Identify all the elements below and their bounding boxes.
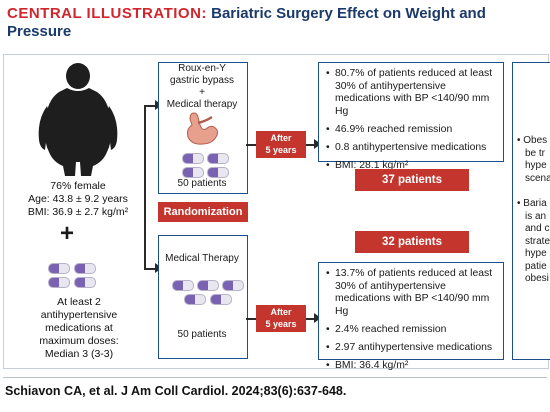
title-label: CENTRAL ILLUSTRATION: bbox=[7, 5, 207, 22]
after-surgery-line2: 5 years bbox=[265, 145, 297, 155]
after-5-years-badge: After 5 years bbox=[256, 131, 306, 158]
medical-result-item: 13.7% of patients reduced at least 30% o… bbox=[326, 268, 498, 318]
pill-icon bbox=[48, 263, 70, 274]
population-meds-line3: medications at bbox=[45, 322, 113, 334]
medical-arm-line1: Medical Therapy bbox=[165, 253, 239, 264]
after-medical-line1: After bbox=[270, 307, 292, 317]
pill-icon bbox=[48, 277, 70, 288]
pill-icon bbox=[222, 280, 244, 291]
population-meds-line5: Median 3 (3-3) bbox=[44, 348, 114, 360]
conclusion-1-line1: • Obes bbox=[517, 135, 548, 146]
surgery-results-list: 80.7% of patients reduced at least 30% o… bbox=[326, 68, 498, 178]
after-medical-line2: 5 years bbox=[265, 319, 297, 329]
surgery-result-item: 80.7% of patients reduced at least 30% o… bbox=[326, 68, 498, 118]
population-female: 76% female bbox=[50, 180, 106, 192]
conclusion-1-line4: scena bbox=[525, 172, 550, 184]
randomization-label: Randomization bbox=[158, 202, 248, 222]
surgery-result-item: BMI: 28.1 kg/m² bbox=[326, 160, 498, 173]
surgery-arm-line2: gastric bypass bbox=[170, 75, 234, 86]
conclusions-box bbox=[512, 62, 550, 360]
after-surgery-line1: After bbox=[270, 133, 292, 143]
pill-icon bbox=[182, 167, 204, 178]
title-text-line1: Bariatric Surgery Effect on Weight and bbox=[211, 5, 486, 22]
pill-icon bbox=[207, 167, 229, 178]
pill-icon bbox=[207, 153, 229, 164]
pill-icon bbox=[182, 153, 204, 164]
surgery-arm-line1: Roux-en-Y bbox=[178, 63, 226, 74]
stomach-bypass-icon bbox=[187, 112, 219, 145]
citation: Schiavon CA, et al. J Am Coll Cardiol. 2… bbox=[5, 384, 347, 398]
pill-icon bbox=[74, 277, 96, 288]
conclusion-2-line4: strate bbox=[525, 235, 550, 247]
surgery-count-badge: 37 patients bbox=[355, 169, 469, 191]
pill-icon bbox=[210, 294, 232, 305]
conclusion-2-line1: • Baria bbox=[517, 198, 547, 209]
medical-arm-patients: 50 patients bbox=[177, 329, 227, 340]
plus-sign: + bbox=[59, 220, 74, 247]
person-silhouette-icon bbox=[38, 63, 118, 176]
conclusion-2-line2: is an bbox=[525, 210, 547, 222]
arrow-head-icon bbox=[314, 313, 321, 323]
pill-icon bbox=[172, 280, 194, 291]
pill-icon bbox=[184, 294, 206, 305]
conclusion-1-line3: hype bbox=[525, 160, 547, 171]
conclusion-2-line6: patie bbox=[525, 260, 547, 272]
medical-count-badge: 32 patients bbox=[355, 231, 469, 253]
connector-line bbox=[144, 268, 156, 270]
population-meds-line1: At least 2 bbox=[57, 296, 101, 308]
population-meds-line4: maximum doses: bbox=[39, 335, 119, 347]
medical-results-list: 13.7% of patients reduced at least 30% o… bbox=[326, 268, 498, 378]
surgery-result-item: 0.8 antihypertensive medications bbox=[326, 142, 498, 155]
conclusion-2-line7: obesi bbox=[525, 273, 549, 284]
surgery-arm-line4: Medical therapy bbox=[166, 99, 238, 110]
connector-line bbox=[144, 105, 156, 107]
title-text-line2: Pressure bbox=[7, 23, 72, 40]
page-title: CENTRAL ILLUSTRATION: Bariatric Surgery … bbox=[7, 5, 547, 41]
medical-result-item: 2.4% reached remission bbox=[326, 324, 498, 337]
after-5-years-badge: After 5 years bbox=[256, 305, 306, 332]
population-meds-line2: antihypertensive bbox=[40, 309, 118, 321]
medical-result-item: BMI: 36.4 kg/m² bbox=[326, 360, 498, 373]
arrow-head-icon bbox=[314, 139, 321, 149]
surgery-result-item: 46.9% reached remission bbox=[326, 124, 498, 137]
pill-icon bbox=[74, 263, 96, 274]
connector-line bbox=[144, 105, 146, 270]
conclusion-1-line2: be tr bbox=[525, 147, 546, 159]
conclusion-2-line3: and c bbox=[525, 223, 550, 234]
surgery-arm-patients: 50 patients bbox=[177, 178, 227, 189]
medical-result-item: 2.97 antihypertensive medications bbox=[326, 342, 498, 355]
pill-icon bbox=[197, 280, 219, 291]
population-bmi: BMI: 36.9 ± 2.7 kg/m² bbox=[27, 206, 129, 218]
surgery-arm-line3: + bbox=[199, 87, 205, 98]
conclusion-2-line5: hype bbox=[525, 248, 547, 259]
population-age: Age: 43.8 ± 9.2 years bbox=[28, 193, 128, 205]
footer-divider bbox=[3, 377, 547, 378]
